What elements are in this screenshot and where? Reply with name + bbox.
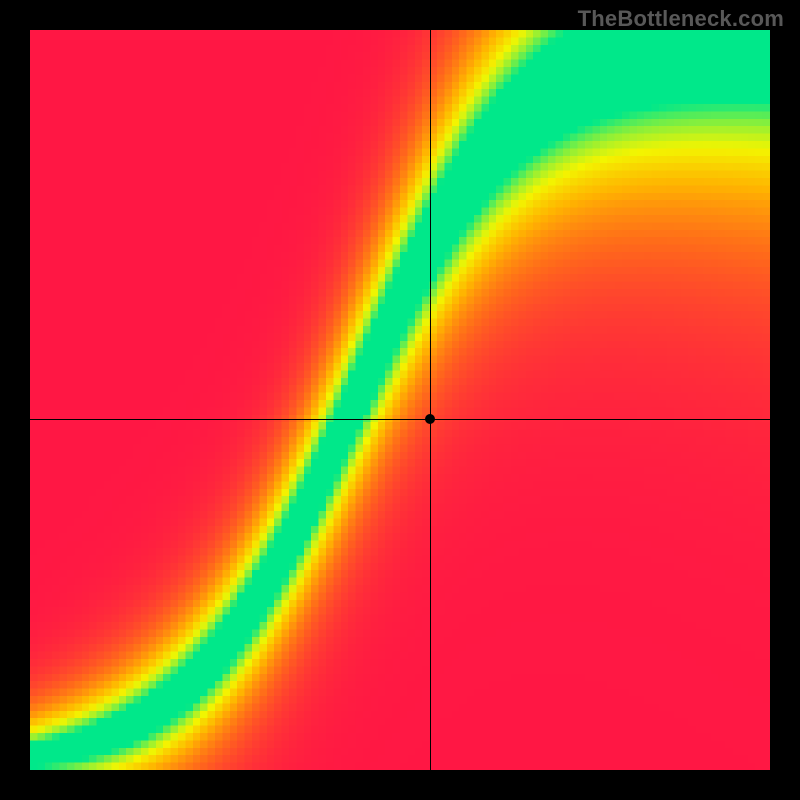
crosshair-marker [425,414,435,424]
watermark-text: TheBottleneck.com [578,6,784,32]
chart-container: TheBottleneck.com [0,0,800,800]
heatmap-canvas [30,30,770,770]
crosshair-vertical [430,30,431,770]
crosshair-horizontal [30,419,770,420]
